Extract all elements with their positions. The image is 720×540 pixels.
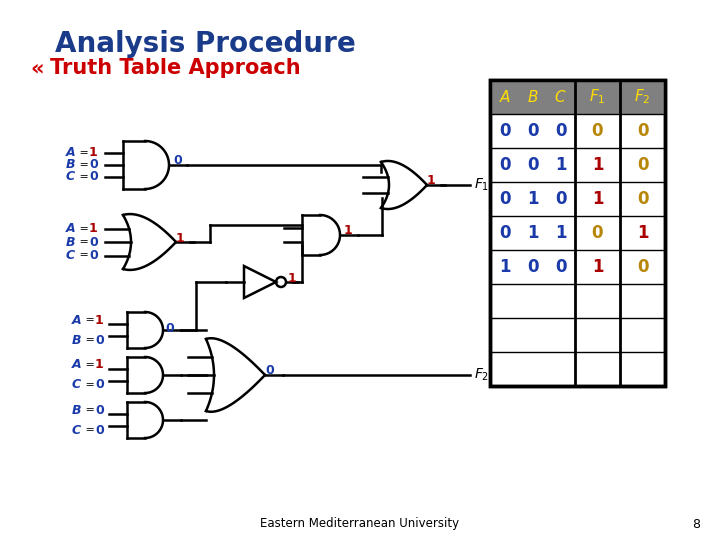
Text: 8: 8 (692, 517, 700, 530)
Text: A: A (66, 146, 75, 159)
Text: Truth Table Approach: Truth Table Approach (50, 58, 301, 78)
Text: 1: 1 (176, 232, 185, 245)
Text: 0: 0 (95, 334, 104, 347)
Text: A: A (66, 222, 75, 235)
Text: 0: 0 (95, 423, 104, 436)
Text: 0: 0 (500, 122, 511, 140)
Text: 0: 0 (165, 321, 174, 334)
Text: =: = (82, 380, 95, 390)
Text: =: = (82, 405, 95, 415)
Text: 0: 0 (89, 235, 98, 248)
Text: 0: 0 (636, 122, 648, 140)
Text: 1: 1 (89, 146, 98, 159)
Text: $F_1$: $F_1$ (589, 87, 606, 106)
Bar (490, 80, 665, 114)
Text: 1: 1 (555, 224, 567, 242)
Text: 0: 0 (265, 364, 274, 377)
Bar (490, 80, 665, 386)
Text: 0: 0 (555, 122, 567, 140)
Text: =: = (76, 160, 89, 170)
Text: 0: 0 (500, 224, 511, 242)
Text: 1: 1 (89, 222, 98, 235)
Text: =: = (76, 251, 89, 260)
Text: B: B (66, 159, 75, 172)
Bar (490, 80, 665, 386)
Text: A: A (71, 314, 81, 327)
Text: 1: 1 (500, 258, 511, 276)
Text: =: = (82, 335, 95, 345)
Text: 0: 0 (95, 379, 104, 392)
Text: 0: 0 (555, 258, 567, 276)
Text: 1: 1 (555, 156, 567, 174)
Text: 1: 1 (592, 156, 603, 174)
Text: 0: 0 (636, 258, 648, 276)
Text: «: « (30, 58, 43, 78)
Text: =: = (76, 237, 89, 247)
Text: 0: 0 (89, 159, 98, 172)
Text: $F_2$: $F_2$ (474, 367, 489, 383)
Text: 0: 0 (592, 224, 603, 242)
Text: =: = (76, 224, 89, 233)
Text: 1: 1 (592, 258, 603, 276)
Text: =: = (82, 360, 95, 370)
Text: 0: 0 (636, 156, 648, 174)
Text: 0: 0 (95, 403, 104, 416)
Text: =: = (76, 172, 89, 182)
Text: 0: 0 (636, 190, 648, 208)
Text: C: C (66, 171, 75, 184)
Text: =: = (82, 425, 95, 435)
Text: 0: 0 (592, 122, 603, 140)
Text: 1: 1 (527, 190, 539, 208)
Text: B: B (71, 334, 81, 347)
Text: 1: 1 (527, 224, 539, 242)
Text: 1: 1 (344, 225, 353, 238)
Text: 0: 0 (500, 156, 511, 174)
Text: 1: 1 (427, 174, 436, 187)
Text: =: = (76, 148, 89, 158)
Text: C: C (72, 423, 81, 436)
Text: $C$: $C$ (554, 89, 567, 105)
Text: C: C (66, 249, 75, 262)
Text: 1: 1 (288, 272, 297, 285)
Text: 0: 0 (527, 122, 539, 140)
Text: $B$: $B$ (527, 89, 539, 105)
Text: 0: 0 (527, 258, 539, 276)
Text: 1: 1 (636, 224, 648, 242)
Text: 1: 1 (95, 314, 104, 327)
Text: =: = (82, 315, 95, 325)
Text: 0: 0 (89, 249, 98, 262)
Text: 0: 0 (555, 190, 567, 208)
Text: C: C (72, 379, 81, 392)
Text: $A$: $A$ (499, 89, 511, 105)
Text: B: B (71, 403, 81, 416)
Text: 0: 0 (89, 171, 98, 184)
Text: $F_2$: $F_2$ (634, 87, 651, 106)
Text: 1: 1 (592, 190, 603, 208)
Text: $F_1$: $F_1$ (474, 177, 489, 193)
Text: 0: 0 (173, 154, 181, 167)
Text: 0: 0 (500, 190, 511, 208)
Text: 0: 0 (527, 156, 539, 174)
Text: Analysis Procedure: Analysis Procedure (55, 30, 356, 58)
Text: Eastern Mediterranean University: Eastern Mediterranean University (261, 517, 459, 530)
Text: B: B (66, 235, 75, 248)
Text: A: A (71, 359, 81, 372)
Text: 1: 1 (95, 359, 104, 372)
